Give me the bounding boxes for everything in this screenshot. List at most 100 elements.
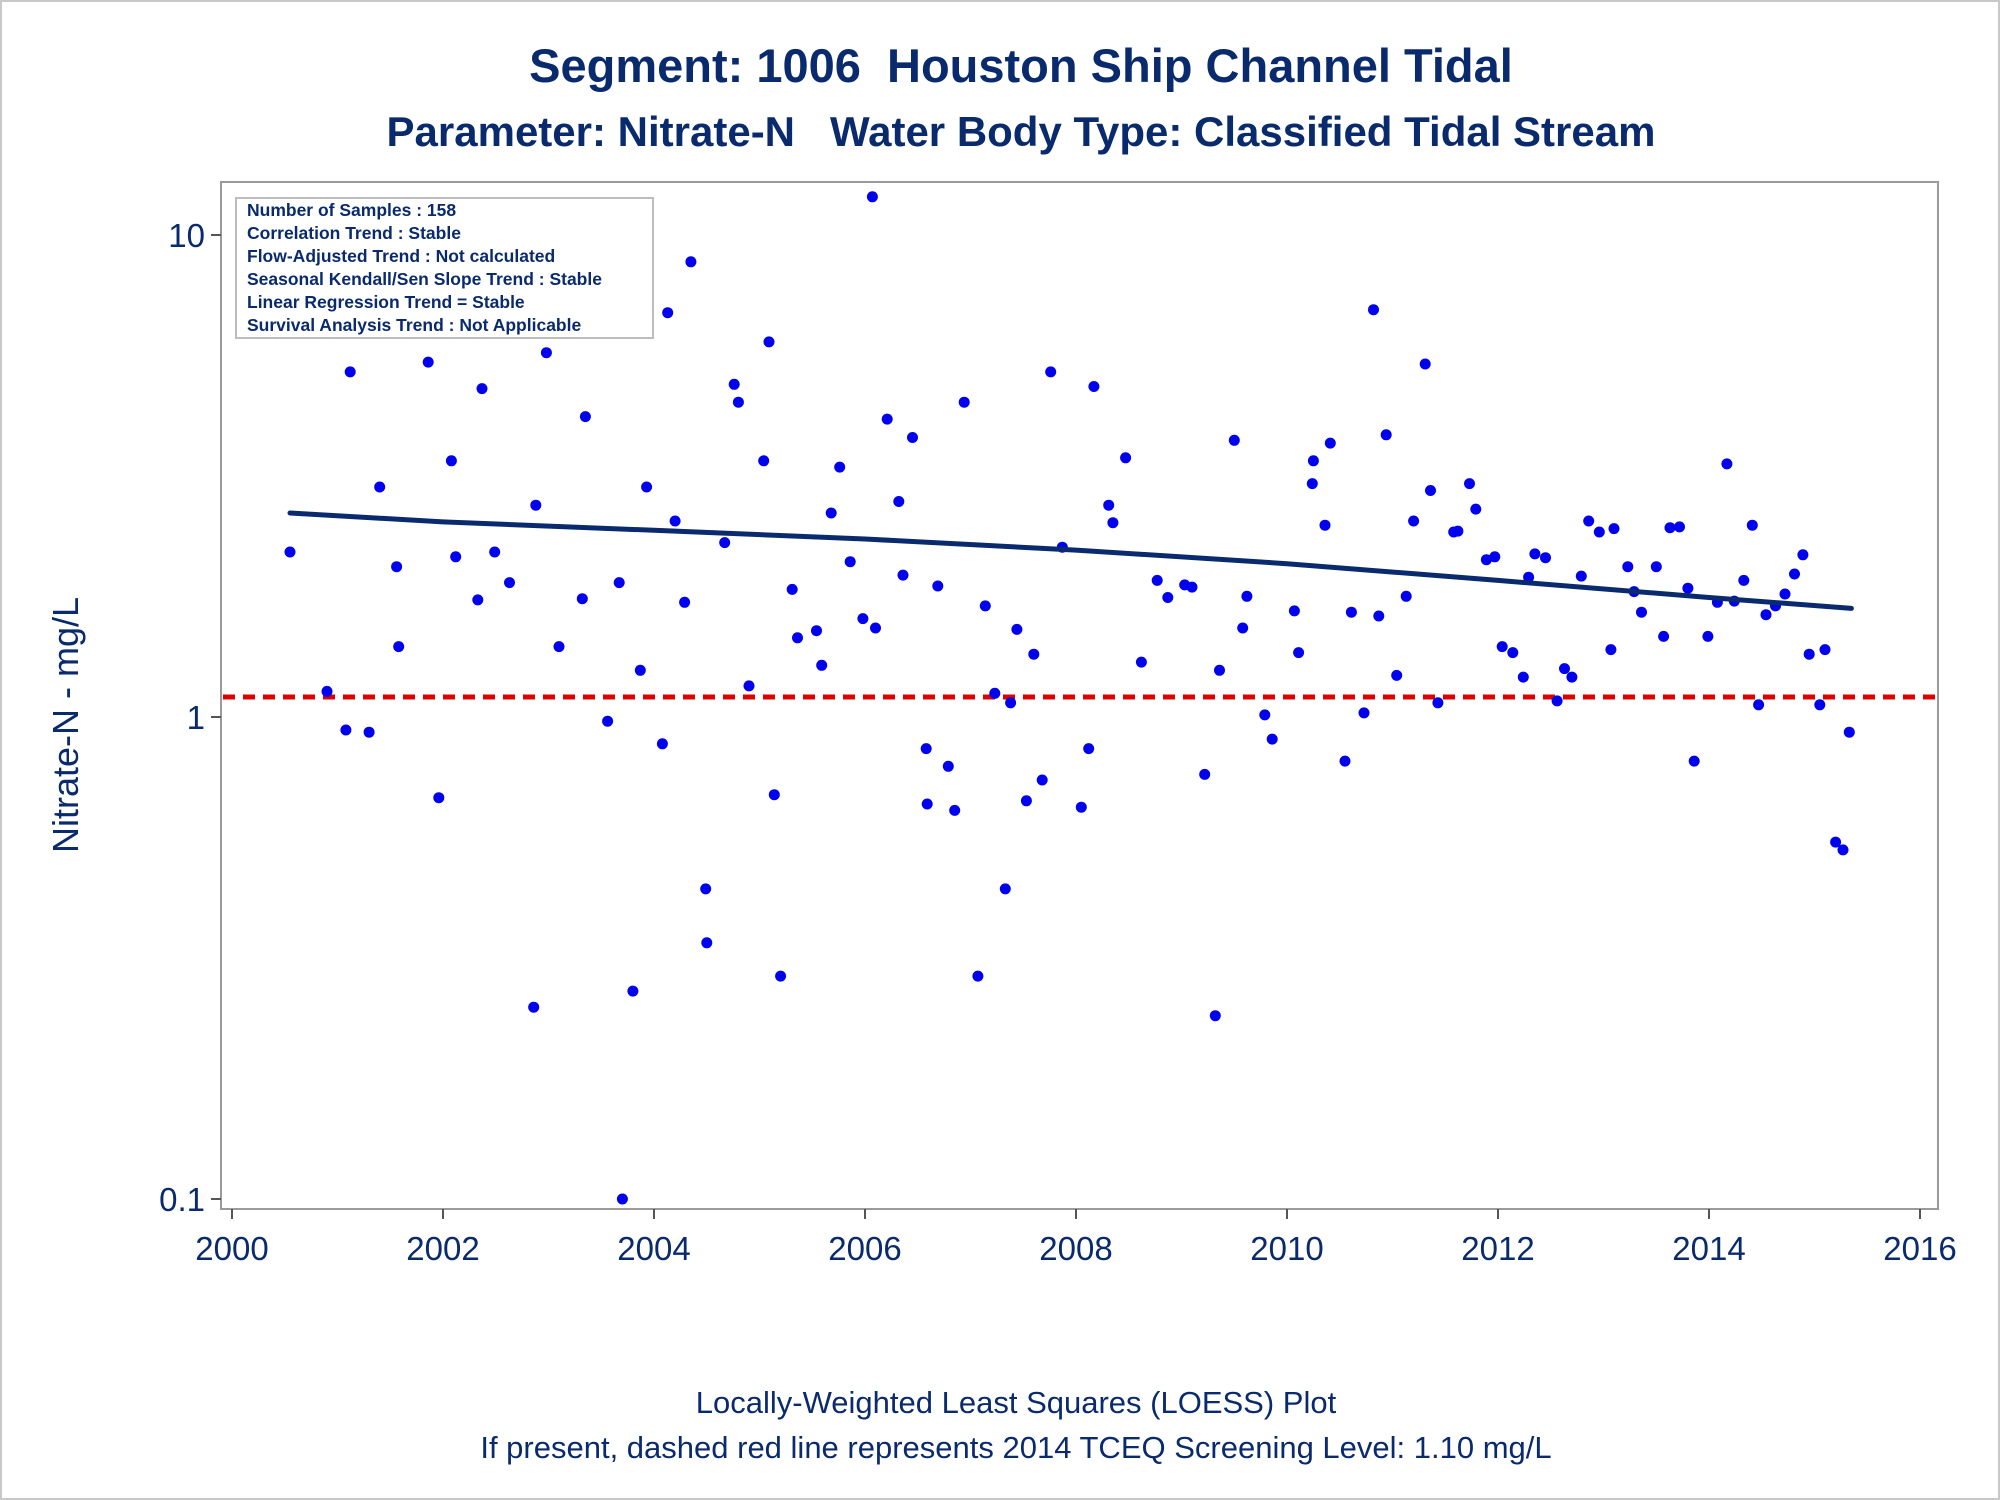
data-point [1408,515,1420,527]
data-point [1400,590,1412,602]
data-point [758,455,770,467]
data-point [1452,525,1464,537]
stats-seasonal-kendall-trend: Seasonal Kendall/Sen Slope Trend : Stabl… [247,269,602,289]
stats-box: Number of Samples : 158 Correlation Tren… [235,197,654,339]
data-point [1559,663,1570,675]
data-point [1307,455,1319,467]
data-point [685,256,697,268]
x-tick-label: 2004 [617,1230,690,1267]
data-point [530,499,542,511]
data-point [374,481,386,493]
data-point [1682,582,1694,594]
data-point [1036,774,1048,786]
data-point [1636,606,1647,618]
data-point [540,347,552,359]
data-point [1605,644,1617,656]
data-point [932,580,944,592]
stats-correlation-trend: Correlation Trend : Stable [247,223,461,243]
data-point [662,307,674,319]
data-point [920,743,932,755]
data-point [1103,499,1115,511]
data-point [857,613,869,625]
data-point [763,336,775,348]
data-point [489,546,501,558]
stats-samples: Number of Samples : 158 [247,200,456,220]
stats-survival-analysis-trend: Survival Analysis Trend : Not Applicable [247,315,581,335]
data-point [1324,437,1336,449]
x-tick-label: 2000 [195,1230,268,1267]
data-point [1608,523,1620,535]
data-point [1496,641,1508,653]
data-point [972,970,984,982]
y-axis-label: Nitrate-N - mg/L [45,597,86,853]
x-tick-label: 2014 [1672,1230,1745,1267]
data-point [1517,671,1529,683]
data-point [1083,743,1095,755]
data-point [321,685,333,697]
x-tick-label: 2012 [1461,1230,1534,1267]
data-point [656,738,668,750]
x-tick-label: 2016 [1883,1230,1956,1267]
stats-linear-regression-trend: Linear Regression Trend = Stable [247,292,525,312]
data-point [816,659,828,671]
data-point [732,396,744,408]
data-point [1075,801,1087,813]
data-point [844,556,856,568]
data-point [1523,571,1535,583]
data-point [958,396,970,408]
data-point [743,680,755,692]
data-point [1228,434,1240,446]
data-point [641,481,653,493]
data-point [1540,552,1551,564]
data-point [1045,366,1057,378]
y-axis: 0.1 1 10 [159,217,221,1218]
data-point [893,496,905,507]
x-tick-label: 2006 [828,1230,901,1267]
data-point [284,546,296,558]
data-point [1288,605,1300,617]
data-point [1020,795,1032,807]
x-tick-label: 2002 [406,1230,479,1267]
data-point [1425,485,1436,496]
data-point [1583,515,1595,527]
data-point [576,593,588,605]
footer-screening-note: If present, dashed red line represents 2… [480,1430,1551,1465]
data-point [504,577,515,589]
data-point [989,687,1001,699]
data-point [1266,733,1278,745]
data-point [433,792,445,804]
x-tick-label: 2008 [1039,1230,1112,1267]
data-point [1779,588,1791,600]
data-point [602,715,614,727]
data-point [1843,726,1855,738]
loess-trend-line [287,510,1854,611]
data-point [1209,1010,1221,1022]
data-point [1789,568,1800,580]
data-point [1199,768,1211,780]
data-point [700,883,712,895]
stats-box-frame [235,197,654,339]
data-point [907,432,918,443]
data-point [775,970,787,982]
data-point [1830,836,1842,848]
data-point [1107,517,1119,529]
data-point [1760,609,1772,621]
data-point [472,594,484,606]
data-point [613,577,625,589]
data-point [1339,755,1351,767]
data-point [728,378,740,390]
y-tick-label: 10 [168,217,205,254]
data-point [870,622,881,634]
data-point [1373,610,1385,622]
data-point [1470,503,1482,515]
data-point [949,804,961,816]
data-point [1028,648,1040,660]
data-point [1819,644,1831,656]
data-point [1432,697,1444,709]
data-point [1688,755,1700,767]
data-point [1489,551,1501,563]
chart-subtitle: Parameter: Nitrate-N Water Body Type: Cl… [387,108,1656,155]
data-point [344,366,356,378]
